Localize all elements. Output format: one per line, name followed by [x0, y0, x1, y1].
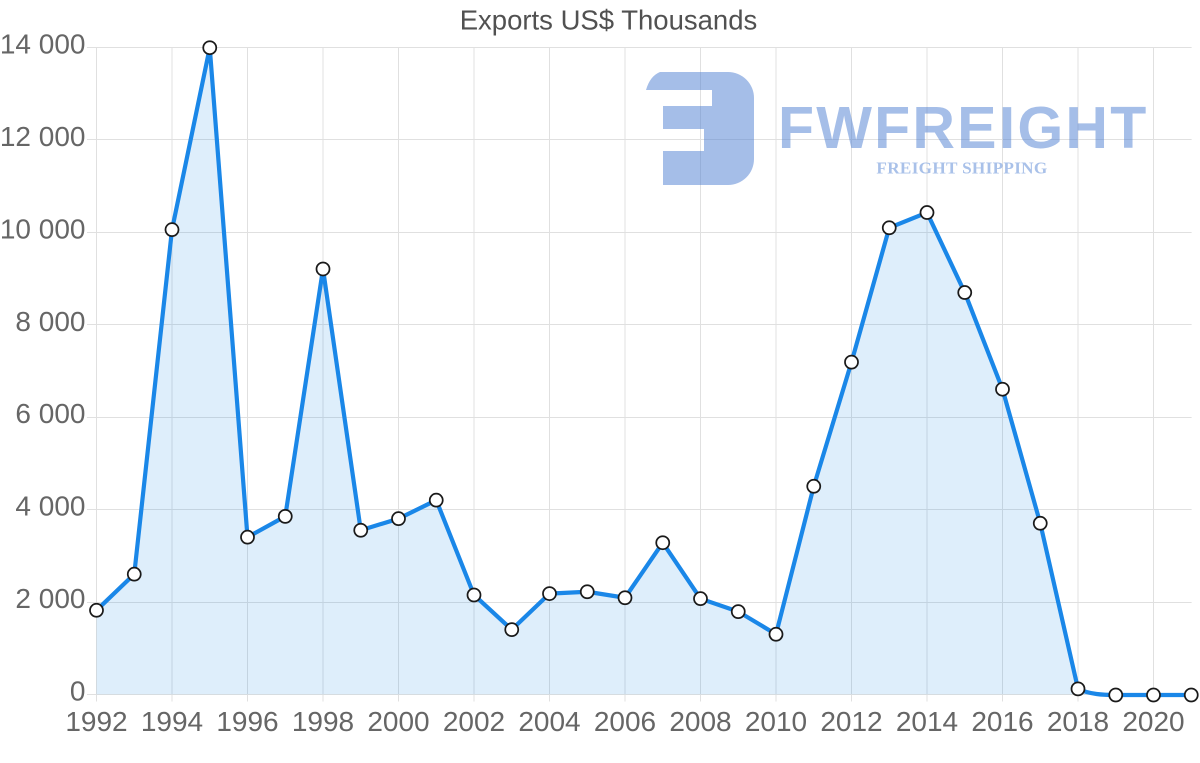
svg-text:2000: 2000 [367, 706, 429, 737]
svg-text:2008: 2008 [669, 706, 731, 737]
svg-text:2020: 2020 [1122, 706, 1184, 737]
svg-text:1992: 1992 [65, 706, 127, 737]
svg-text:2012: 2012 [820, 706, 882, 737]
svg-text:8 000: 8 000 [15, 306, 85, 337]
svg-text:Exports US$ Thousands: Exports US$ Thousands [460, 5, 758, 36]
svg-text:2018: 2018 [1047, 706, 1109, 737]
svg-text:FWFREIGHT: FWFREIGHT [778, 95, 1148, 161]
svg-text:6 000: 6 000 [15, 398, 85, 429]
svg-text:10 000: 10 000 [0, 213, 86, 244]
svg-text:FREIGHT SHIPPING: FREIGHT SHIPPING [876, 159, 1047, 178]
svg-text:2010: 2010 [745, 706, 807, 737]
svg-text:2004: 2004 [518, 706, 580, 737]
svg-text:2006: 2006 [594, 706, 656, 737]
svg-text:14 000: 14 000 [0, 28, 86, 59]
svg-text:1998: 1998 [292, 706, 354, 737]
svg-text:12 000: 12 000 [0, 121, 86, 152]
svg-text:2014: 2014 [896, 706, 958, 737]
svg-text:4 000: 4 000 [15, 491, 85, 522]
svg-text:1994: 1994 [141, 706, 203, 737]
svg-text:2016: 2016 [971, 706, 1033, 737]
svg-text:2 000: 2 000 [15, 583, 85, 614]
svg-text:1996: 1996 [216, 706, 278, 737]
svg-text:0: 0 [70, 676, 86, 707]
svg-text:2002: 2002 [443, 706, 505, 737]
